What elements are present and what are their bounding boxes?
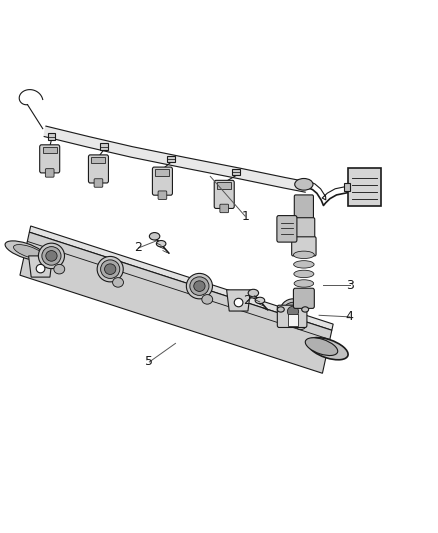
Ellipse shape [36, 264, 45, 273]
Bar [233, 169, 240, 175]
Bar [288, 314, 298, 326]
Text: 5: 5 [145, 356, 153, 368]
Ellipse shape [295, 179, 313, 190]
FancyBboxPatch shape [88, 155, 109, 183]
FancyBboxPatch shape [40, 145, 60, 173]
Ellipse shape [5, 241, 46, 260]
Ellipse shape [186, 273, 212, 299]
Ellipse shape [46, 251, 57, 261]
Ellipse shape [294, 280, 314, 287]
FancyBboxPatch shape [293, 217, 315, 243]
Ellipse shape [293, 261, 314, 268]
Bar [100, 143, 108, 150]
FancyBboxPatch shape [292, 237, 316, 256]
Ellipse shape [277, 307, 284, 312]
Ellipse shape [190, 277, 209, 295]
FancyBboxPatch shape [214, 180, 234, 208]
Ellipse shape [307, 337, 348, 360]
Polygon shape [29, 226, 333, 330]
Bar [155, 169, 170, 175]
Text: 4: 4 [346, 310, 353, 324]
Text: 1: 1 [241, 209, 249, 223]
Bar [47, 133, 55, 140]
Bar [217, 182, 231, 189]
Ellipse shape [113, 278, 124, 287]
Ellipse shape [280, 299, 306, 324]
Bar [167, 156, 175, 162]
Ellipse shape [156, 240, 166, 247]
Ellipse shape [194, 281, 205, 292]
Ellipse shape [305, 338, 338, 356]
Ellipse shape [295, 320, 306, 329]
FancyBboxPatch shape [94, 179, 103, 187]
Ellipse shape [248, 289, 258, 297]
Ellipse shape [42, 247, 61, 265]
Ellipse shape [39, 243, 64, 269]
Polygon shape [28, 256, 53, 277]
Text: 2: 2 [244, 294, 251, 308]
Ellipse shape [294, 289, 314, 297]
Ellipse shape [202, 295, 213, 304]
Polygon shape [226, 290, 251, 311]
Ellipse shape [101, 260, 120, 278]
Ellipse shape [287, 306, 299, 317]
FancyBboxPatch shape [277, 216, 297, 242]
FancyBboxPatch shape [158, 191, 167, 199]
Bar [92, 157, 106, 164]
FancyBboxPatch shape [152, 167, 173, 195]
Ellipse shape [294, 270, 314, 278]
Ellipse shape [97, 256, 123, 282]
FancyBboxPatch shape [220, 204, 229, 213]
Ellipse shape [293, 251, 314, 259]
Ellipse shape [255, 297, 265, 304]
Ellipse shape [234, 298, 243, 307]
Ellipse shape [14, 245, 44, 259]
Ellipse shape [283, 302, 303, 321]
Text: 2: 2 [134, 241, 142, 254]
Polygon shape [20, 232, 332, 373]
Polygon shape [44, 126, 307, 192]
Ellipse shape [149, 232, 160, 240]
Bar [43, 147, 57, 154]
Bar [344, 183, 350, 191]
Ellipse shape [105, 264, 116, 274]
FancyBboxPatch shape [294, 195, 314, 223]
Ellipse shape [54, 264, 65, 274]
FancyBboxPatch shape [277, 305, 307, 327]
FancyBboxPatch shape [348, 168, 381, 206]
FancyBboxPatch shape [293, 288, 314, 309]
Text: 3: 3 [346, 279, 353, 292]
Ellipse shape [302, 307, 309, 312]
FancyBboxPatch shape [46, 168, 54, 177]
